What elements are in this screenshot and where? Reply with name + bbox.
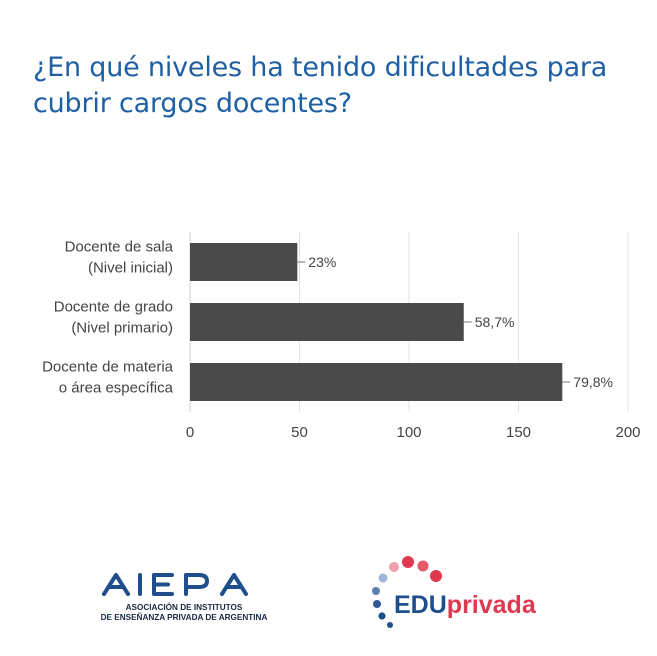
chart-title: ¿En qué niveles ha tenido dificultades p… — [33, 50, 633, 122]
aiepa-tagline-1: ASOCIACIÓN DE INSTITUTOS — [126, 601, 243, 612]
eduprivada-dots-icon — [372, 556, 442, 628]
category-label: (Nivel primario) — [71, 320, 173, 337]
eduprivada-text-edu: EDU — [394, 591, 447, 619]
svg-text:EDUprivada: EDUprivada — [394, 591, 537, 619]
data-label: 79,8% — [573, 374, 613, 390]
bar-chart: 0 50 100 150 200 23% Docente de sala (Nivel ini… — [42, 232, 641, 441]
category-label: (Nivel inicial) — [88, 260, 173, 277]
chart-title-line-1: ¿En qué niveles ha tenido dificultades p… — [33, 52, 608, 83]
category-label: Docente de sala — [65, 239, 174, 256]
bar — [190, 243, 298, 281]
aiepa-wordmark — [102, 573, 248, 596]
category-label: o área específica — [59, 380, 174, 397]
eduprivada-logo: EDUprivada — [372, 556, 537, 628]
aiepa-logo: ASOCIACIÓN DE INSTITUTOS DE ENSEÑANZA PR… — [101, 573, 268, 622]
data-label: 58,7% — [475, 314, 515, 330]
x-tick-label: 200 — [615, 424, 640, 441]
aiepa-tagline-2: DE ENSEÑANZA PRIVADA DE ARGENTINA — [101, 612, 268, 622]
chart-title-line-2: cubrir cargos docentes? — [33, 88, 352, 119]
data-label: 23% — [308, 254, 336, 270]
bar — [190, 363, 563, 401]
bar — [190, 303, 464, 341]
category-label: Docente de materia — [42, 359, 174, 376]
eduprivada-text-privada: privada — [447, 591, 537, 619]
x-tick-label: 50 — [291, 424, 308, 441]
category-label: Docente de grado — [54, 299, 173, 316]
x-tick-label: 100 — [396, 424, 421, 441]
x-tick-label: 0 — [186, 424, 194, 441]
x-tick-label: 150 — [506, 424, 531, 441]
